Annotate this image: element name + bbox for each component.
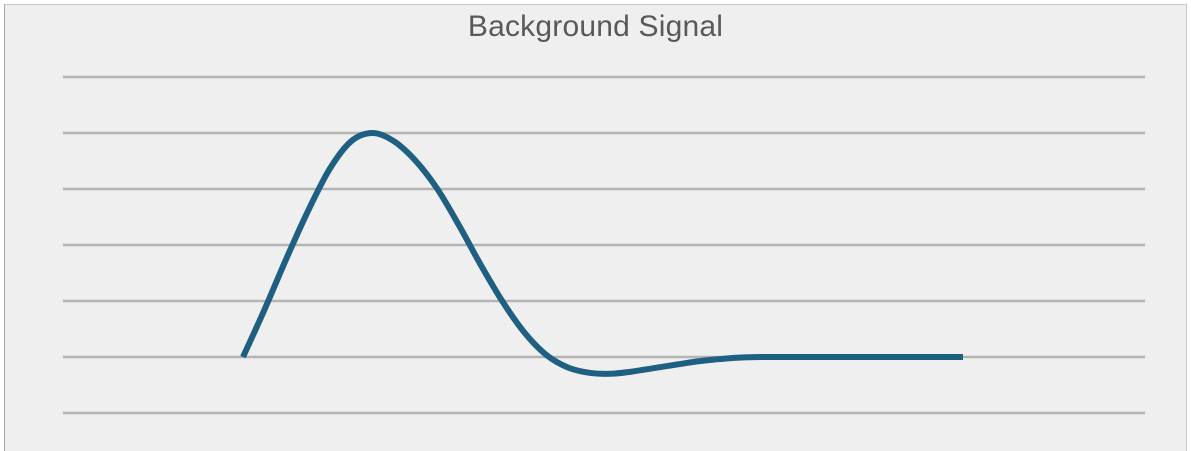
chart-title: Background Signal xyxy=(467,10,724,43)
series-line xyxy=(240,130,963,377)
series-layer xyxy=(240,130,963,377)
gridlines xyxy=(63,75,1145,415)
chart-panel xyxy=(4,4,1187,451)
